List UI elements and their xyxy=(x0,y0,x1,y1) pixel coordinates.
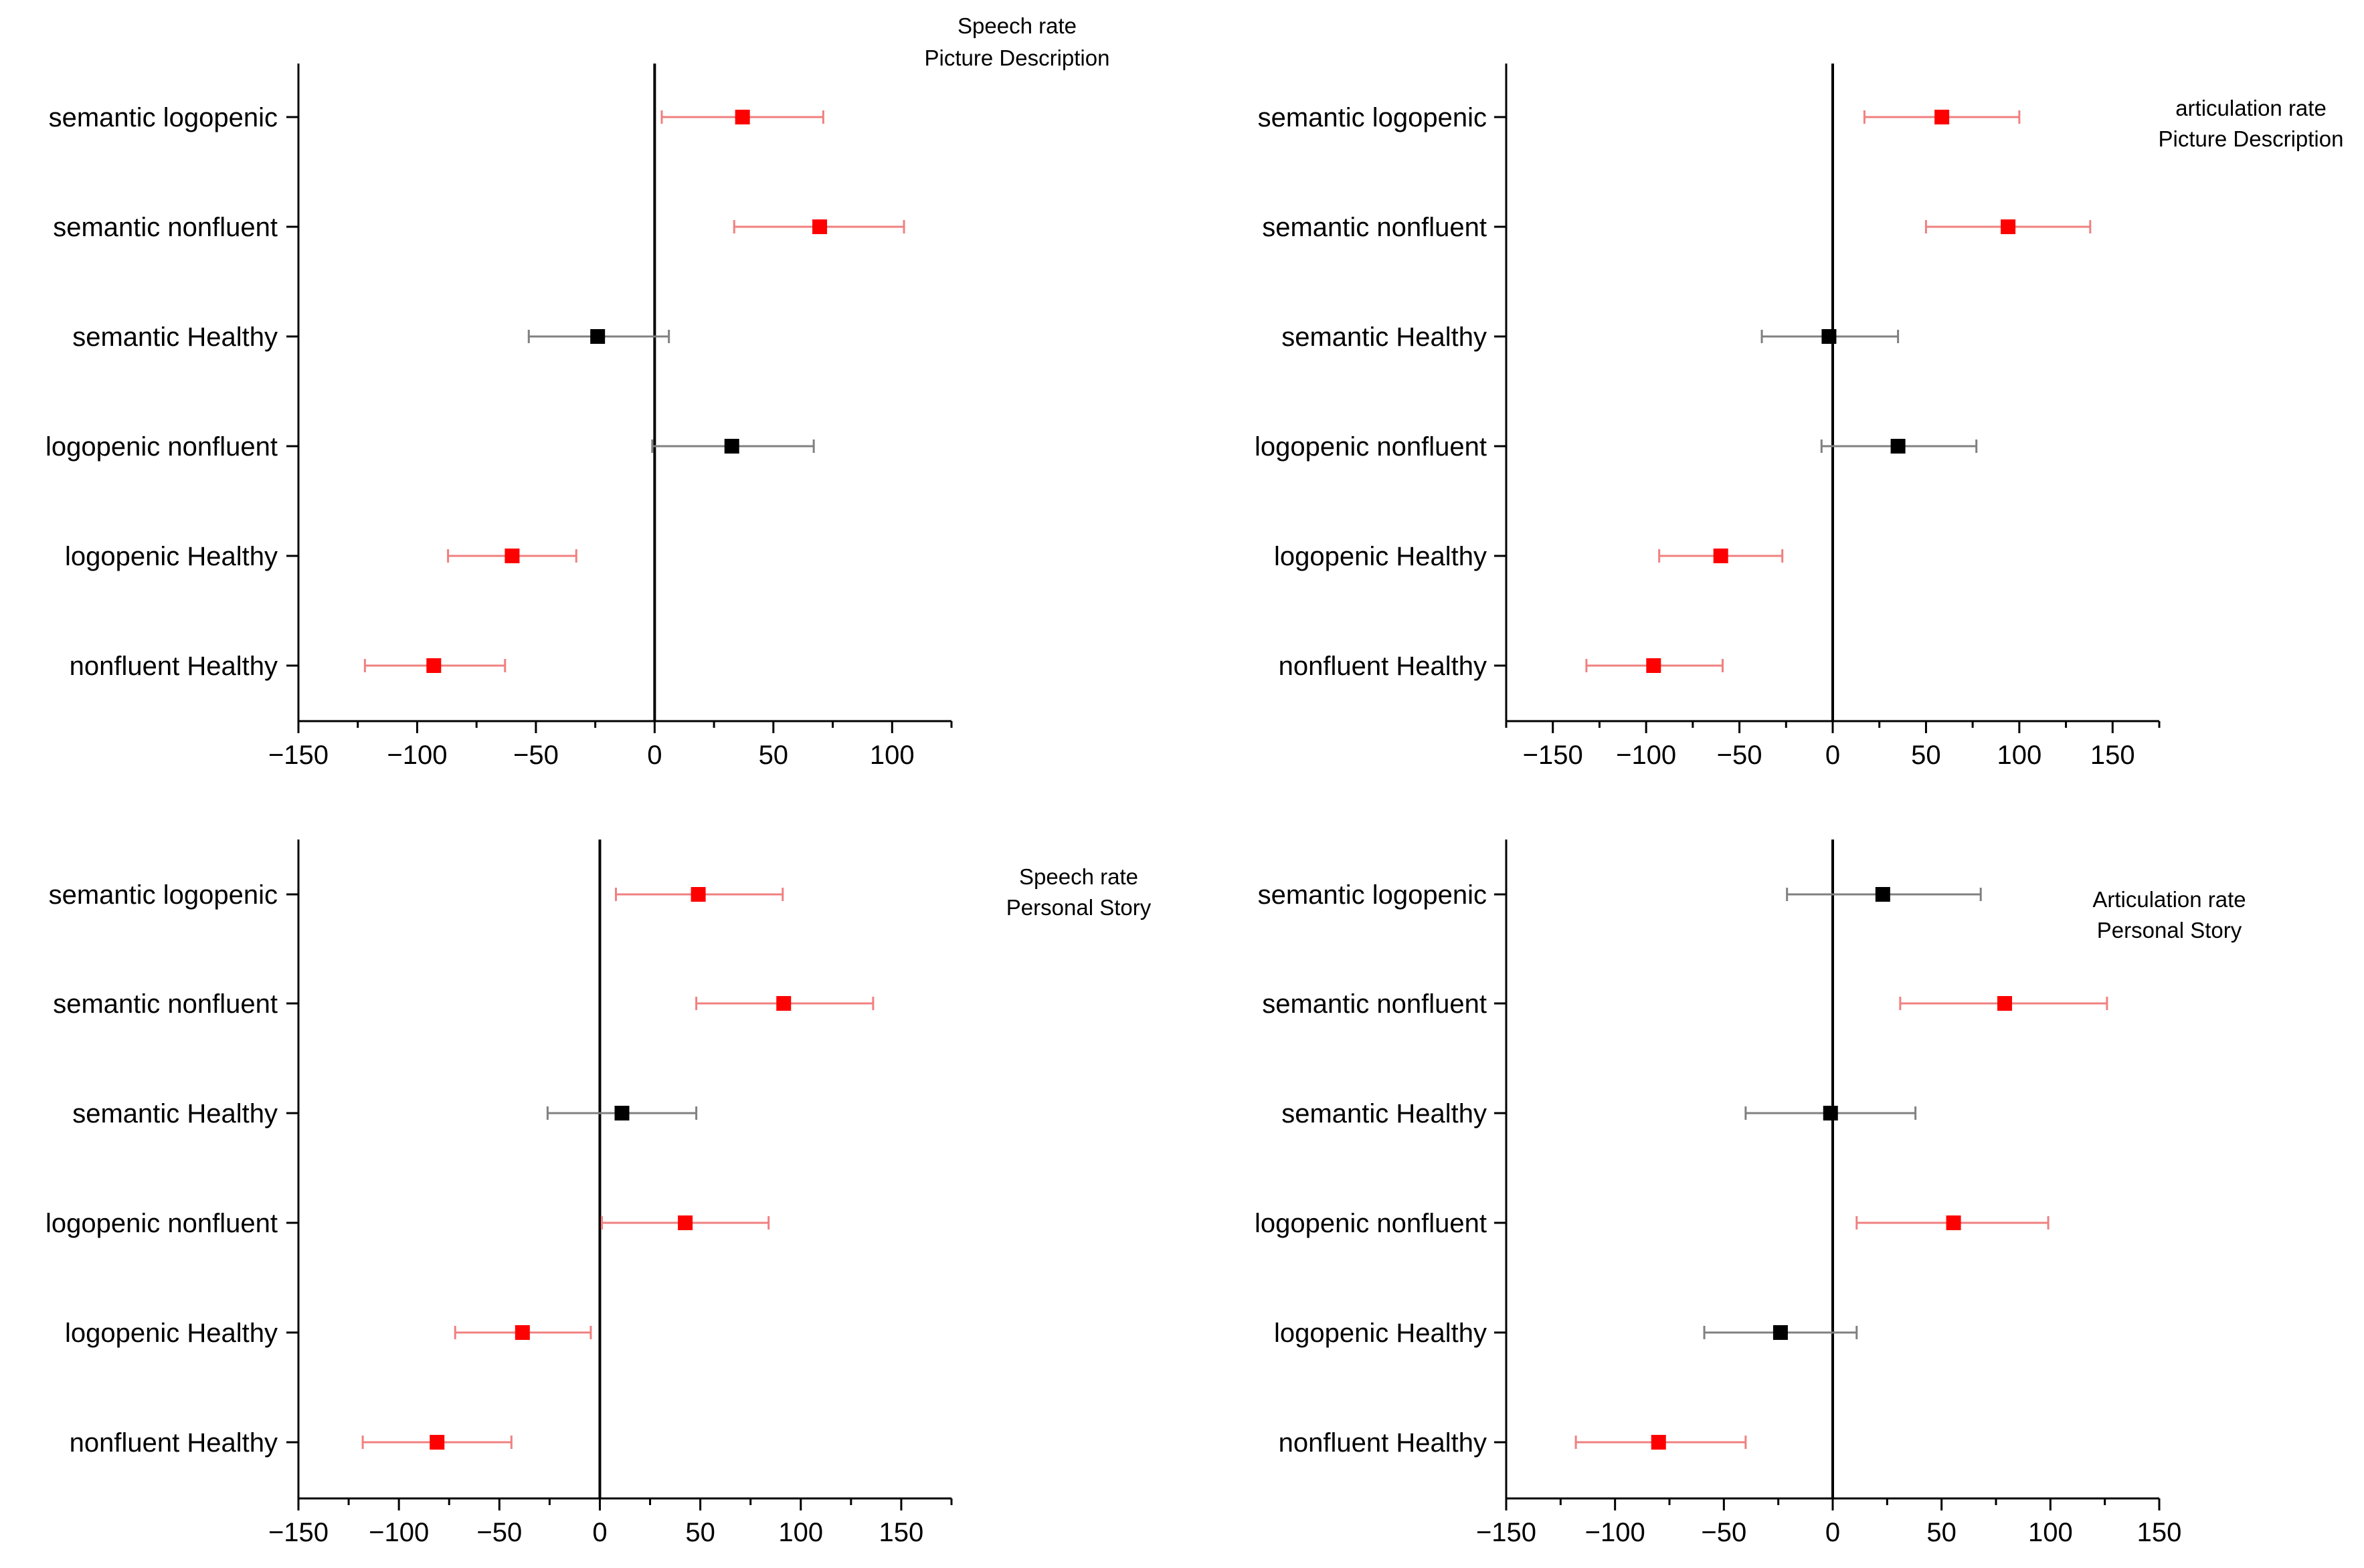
x-tick-label: 100 xyxy=(1997,741,2041,770)
estimate-marker xyxy=(1713,549,1728,563)
x-tick-label: −100 xyxy=(1616,741,1676,770)
category-label: semantic Healthy xyxy=(1281,1099,1487,1129)
category-label: nonfluent Healthy xyxy=(70,652,278,681)
category-label: semantic nonfluent xyxy=(1262,213,1487,242)
category-label: logopenic nonfluent xyxy=(46,1209,278,1238)
estimate-marker xyxy=(2001,219,2016,234)
x-tick-label: −150 xyxy=(1476,1518,1536,1547)
category-label: semantic nonfluent xyxy=(53,213,278,242)
category-label: nonfluent Healthy xyxy=(70,1428,278,1458)
x-tick-label: −100 xyxy=(387,741,447,770)
category-label: semantic logopenic xyxy=(1258,880,1487,910)
x-tick-label: 50 xyxy=(685,1518,715,1547)
category-label: nonfluent Healthy xyxy=(1279,1428,1487,1458)
chart-title-line: Personal Story xyxy=(1006,895,1152,920)
category-label: semantic Healthy xyxy=(1281,322,1487,352)
chart-title-line: Articulation rate xyxy=(2092,887,2246,912)
category-label: semantic nonfluent xyxy=(1262,989,1487,1019)
x-tick-label: −50 xyxy=(476,1518,522,1547)
category-label: semantic Healthy xyxy=(72,322,278,352)
x-tick-label: 150 xyxy=(879,1518,924,1547)
chart-title-line: Picture Description xyxy=(2159,126,2344,151)
estimate-marker xyxy=(1646,658,1661,673)
category-label: semantic Healthy xyxy=(72,1099,278,1129)
x-tick-label: −100 xyxy=(369,1518,429,1547)
category-label: semantic logopenic xyxy=(49,103,278,132)
category-label: logopenic nonfluent xyxy=(46,432,278,462)
category-label: semantic logopenic xyxy=(1258,103,1487,132)
category-label: logopenic nonfluent xyxy=(1255,432,1487,462)
estimate-marker xyxy=(1890,439,1906,454)
x-tick-label: 0 xyxy=(592,1518,607,1547)
category-label: logopenic Healthy xyxy=(1274,1318,1487,1348)
estimate-marker xyxy=(678,1215,693,1230)
estimate-marker xyxy=(735,110,750,124)
x-tick-label: 150 xyxy=(2137,1518,2182,1547)
chart-title-line: Speech rate xyxy=(958,13,1077,38)
x-tick-label: 50 xyxy=(1911,741,1941,770)
x-tick-label: 50 xyxy=(1926,1518,1957,1547)
x-tick-label: 0 xyxy=(1825,741,1840,770)
estimate-marker xyxy=(515,1325,530,1340)
category-label: semantic logopenic xyxy=(49,880,278,910)
estimate-marker xyxy=(1772,1325,1788,1340)
x-tick-label: −50 xyxy=(1701,1518,1746,1547)
x-tick-label: 0 xyxy=(647,741,662,770)
estimate-marker xyxy=(812,219,828,234)
category-label: logopenic Healthy xyxy=(1274,542,1487,571)
category-label: logopenic Healthy xyxy=(65,1318,278,1348)
x-tick-label: 100 xyxy=(778,1518,823,1547)
chart-title-line: Speech rate xyxy=(1019,864,1138,889)
estimate-marker xyxy=(1821,329,1837,344)
estimate-marker xyxy=(590,329,606,344)
estimate-marker xyxy=(505,549,520,563)
category-label: logopenic Healthy xyxy=(65,542,278,571)
chart-panel-1: Speech rate Picture Description −150 −100 −5… xyxy=(46,13,1109,770)
estimate-marker xyxy=(430,1435,445,1450)
category-label: nonfluent Healthy xyxy=(1279,652,1487,681)
x-tick-label: 100 xyxy=(2028,1518,2073,1547)
estimate-marker xyxy=(1946,1215,1961,1230)
estimate-marker xyxy=(1651,1435,1666,1450)
x-tick-label: 150 xyxy=(2090,741,2135,770)
estimate-marker xyxy=(776,996,792,1011)
x-tick-label: −100 xyxy=(1585,1518,1645,1547)
chart-panel-4: Articulation rate Personal Story −150 −100 −… xyxy=(1255,840,2246,1547)
estimate-marker xyxy=(691,887,706,902)
estimate-marker xyxy=(724,439,739,454)
x-tick-label: −50 xyxy=(1717,741,1762,770)
x-tick-label: −150 xyxy=(268,741,329,770)
x-tick-label: 0 xyxy=(1825,1518,1840,1547)
x-tick-label: 100 xyxy=(870,741,915,770)
chart-panel-3: Speech rate Personal Story −150 −100 −50 0 50 1… xyxy=(46,840,1152,1547)
chart-panel-2: articulation rate Picture Description −150… xyxy=(1255,64,2343,770)
x-tick-label: −50 xyxy=(513,741,559,770)
estimate-marker xyxy=(1823,1106,1838,1120)
category-label: logopenic nonfluent xyxy=(1255,1209,1487,1238)
chart-title-line: Personal Story xyxy=(2097,918,2242,943)
chart-title-line: Picture Description xyxy=(925,45,1110,70)
estimate-marker xyxy=(426,658,442,673)
estimate-marker xyxy=(1875,887,1890,902)
estimate-marker xyxy=(1934,110,1950,124)
x-tick-label: −150 xyxy=(268,1518,329,1547)
chart-title-line: articulation rate xyxy=(2175,96,2327,120)
x-tick-label: 50 xyxy=(759,741,789,770)
estimate-marker xyxy=(1997,996,2013,1011)
estimate-marker xyxy=(614,1106,630,1120)
x-tick-label: −150 xyxy=(1523,741,1583,770)
category-label: semantic nonfluent xyxy=(53,989,278,1019)
